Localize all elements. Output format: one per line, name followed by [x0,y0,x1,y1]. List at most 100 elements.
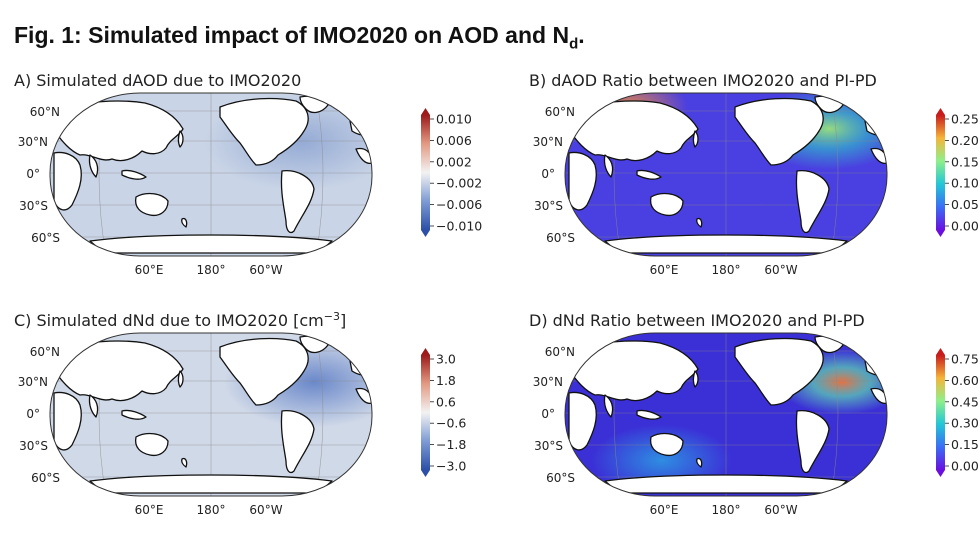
colorbar-tick-label: −0.010 [436,219,482,234]
colorbar-tick-label: 0.25 [951,112,979,127]
lat-tick-label: 30°N [533,375,563,389]
map-area [50,93,372,256]
panel-title: B) dAOD Ratio between IMO2020 and PI-PD [529,71,877,90]
colorbar-tick-label: 0.20 [951,133,979,148]
land-mass [88,394,99,418]
land-mass [696,457,703,468]
panel-B: B) dAOD Ratio between IMO2020 and PI-PD 6… [529,71,979,277]
land-mass [219,337,309,406]
land-mass [870,387,887,405]
lon-tick-label: 60°E [135,503,164,517]
land-mass [568,151,597,211]
lat-tick-label: 60°N [30,345,60,359]
land-mass [53,151,82,211]
panel-C: C) Simulated dNd due to IMO2020 [cm−3] 60… [14,310,466,518]
land-mass [177,130,184,148]
panel-D: D) dNd Ratio between IMO2020 and PI-PD 60… [529,311,979,517]
land-mass [121,169,147,180]
land-mass [53,391,82,451]
colorbar-bottom-arrow [936,470,945,477]
land-mass [121,409,147,420]
lat-tick-label: 60°S [546,231,575,245]
land-mass [649,192,684,217]
lat-tick-label: 60°S [31,471,60,485]
colorbar-top-arrow [421,108,430,115]
colorbar-tick-label: 0.002 [436,154,472,169]
land-mass [89,234,333,254]
map-area [50,333,372,496]
map-area [565,93,887,256]
lat-tick-label: 0° [26,407,40,421]
land-mass [692,370,699,388]
lon-tick-label: 60°E [650,263,679,277]
panel-title: D) dNd Ratio between IMO2020 and PI-PD [529,311,865,330]
land-mass [734,97,824,166]
land-mass [570,340,699,402]
lon-tick-label: 180° [712,503,741,517]
land-mass [55,100,184,162]
lat-tick-label: 30°S [534,199,563,213]
map-border [564,92,888,257]
panel-title-end: ] [340,311,346,330]
land-mass [219,97,309,166]
colorbar [936,355,945,470]
colorbar-tick-label: 0.6 [436,394,456,409]
panel-title-superscript: −3 [324,310,340,323]
land-mass [696,217,703,228]
colorbar-tick-label: 3.0 [436,352,456,367]
land-mass [649,432,684,457]
map-border [49,92,373,257]
colorbar-tick-label: 0.05 [951,197,979,212]
lat-tick-label: 30°S [19,439,48,453]
land-mass [89,474,333,494]
lat-tick-label: 0° [26,167,40,181]
land-mass [355,387,372,405]
land-mass [604,234,848,254]
colorbar-tick-label: −0.6 [436,416,466,431]
colorbar-tick-label: 0.30 [951,416,979,431]
lat-tick-label: 30°N [18,375,48,389]
colorbar-tick-label: 0.75 [951,352,979,367]
land-mass [134,432,169,457]
colorbar-tick-label: 0.60 [951,373,979,388]
land-mass [88,154,99,178]
map-border [564,332,888,497]
lat-tick-label: 30°S [534,439,563,453]
lat-tick-label: 60°S [31,231,60,245]
colorbar [421,115,430,230]
colorbar-top-arrow [936,348,945,355]
colorbar-tick-label: 0.00 [951,459,979,474]
panel-title: C) Simulated dNd due to IMO2020 [cm−3] [14,310,346,331]
land-mass [795,170,830,234]
lat-tick-label: 30°N [18,135,48,149]
land-mass [280,410,315,474]
land-mass [177,370,184,388]
land-mass [568,391,597,451]
lon-tick-label: 60°W [764,503,797,517]
land-mass [636,169,662,180]
colorbar [421,355,430,470]
lat-tick-label: 60°N [545,105,575,119]
colorbar-tick-label: −0.002 [436,176,482,191]
lon-tick-label: 180° [712,263,741,277]
map-area [565,333,887,496]
land-mass [355,147,372,165]
colorbar-bottom-arrow [936,230,945,237]
land-mass [636,409,662,420]
colorbar-tick-label: 0.10 [951,176,979,191]
colorbar-top-arrow [421,348,430,355]
colorbar-tick-label: 0.15 [951,154,979,169]
land-mass [692,130,699,148]
colorbar-tick-label: 0.15 [951,437,979,452]
lat-tick-label: 30°N [533,135,563,149]
lon-tick-label: 180° [197,503,226,517]
land-mass [795,410,830,474]
lon-tick-label: 60°E [135,263,164,277]
land-mass [134,192,169,217]
lon-tick-label: 60°W [249,503,282,517]
colorbar-bottom-arrow [421,230,430,237]
land-mass [734,337,824,406]
lat-tick-label: 60°S [546,471,575,485]
land-mass [870,147,887,165]
